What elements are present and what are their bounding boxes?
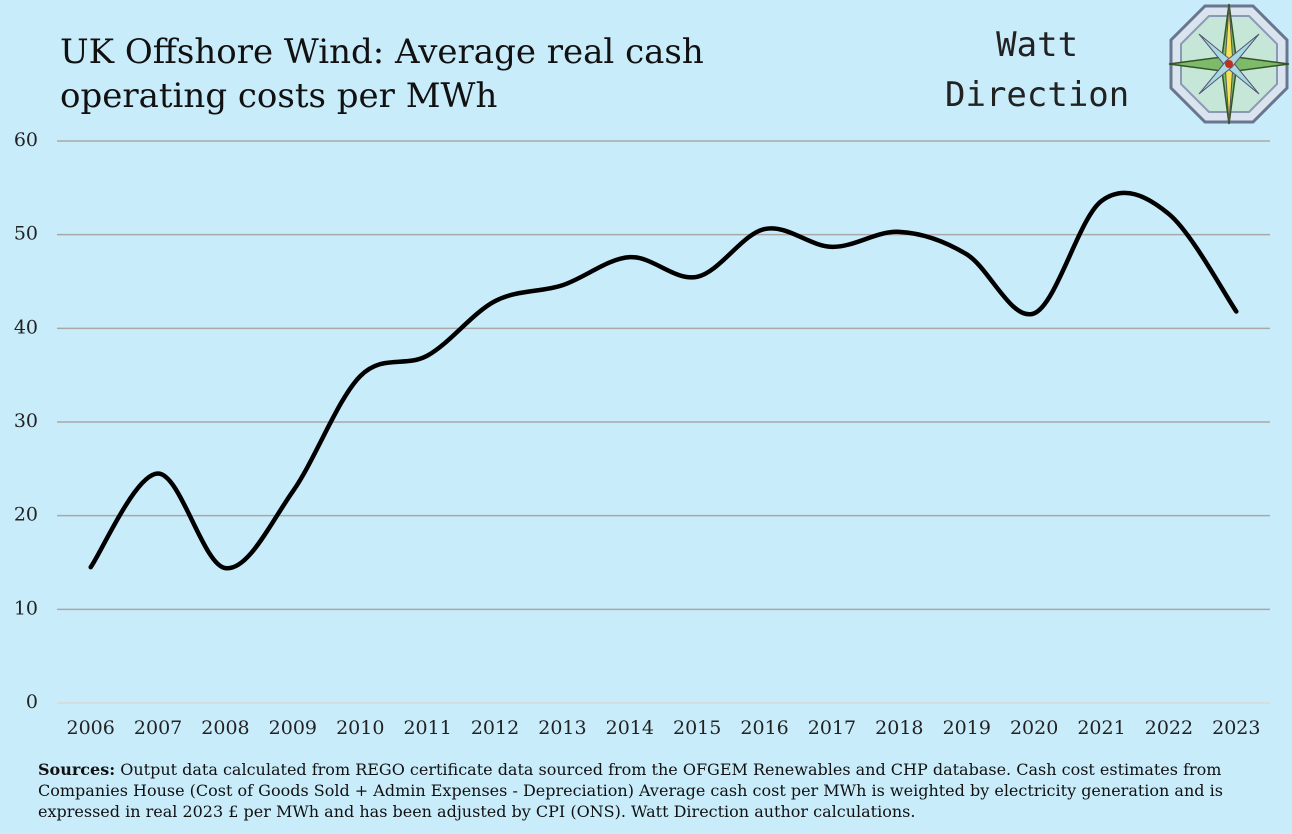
- x-tick-label: 2010: [336, 717, 384, 739]
- y-tick-label: 50: [14, 223, 38, 245]
- sources-label: Sources:: [38, 760, 116, 779]
- x-tick-label: 2014: [606, 717, 654, 739]
- y-tick-label: 10: [14, 597, 38, 619]
- data-line: [88, 190, 1239, 571]
- y-tick-label: 20: [14, 504, 38, 526]
- sources-text: Output data calculated from REGO certifi…: [38, 760, 1223, 821]
- chart-title: UK Offshore Wind: Average real cash oper…: [60, 32, 704, 116]
- x-tick-label: 2017: [808, 717, 856, 739]
- compass-logo: [1168, 3, 1290, 125]
- sources-note: Sources: Output data calculated from REG…: [38, 759, 1268, 822]
- x-tick-label: 2011: [403, 717, 451, 739]
- x-tick-label: 2018: [875, 717, 923, 739]
- logo-line: Watt: [996, 25, 1079, 65]
- x-tick-label: 2021: [1077, 717, 1125, 739]
- x-tick-label: 2009: [269, 717, 317, 739]
- logo-text: Watt Direction: [945, 20, 1129, 120]
- x-tick-label: 2019: [943, 717, 991, 739]
- x-tick-label: 2022: [1145, 717, 1193, 739]
- x-tick-label: 2020: [1010, 717, 1058, 739]
- y-tick-label: 40: [14, 316, 38, 338]
- y-tick-label: 60: [14, 129, 38, 151]
- y-tick-label: 0: [26, 691, 38, 713]
- logo-line: Direction: [945, 75, 1130, 115]
- x-tick-label: 2008: [201, 717, 249, 739]
- x-tick-label: 2012: [471, 717, 519, 739]
- x-tick-label: 2016: [740, 717, 788, 739]
- x-tick-label: 2023: [1212, 717, 1260, 739]
- x-tick-label: 2007: [134, 717, 182, 739]
- x-tick-label: 2013: [538, 717, 586, 739]
- x-tick-label: 2006: [67, 717, 115, 739]
- y-tick-label: 30: [14, 410, 38, 432]
- x-tick-label: 2015: [673, 717, 721, 739]
